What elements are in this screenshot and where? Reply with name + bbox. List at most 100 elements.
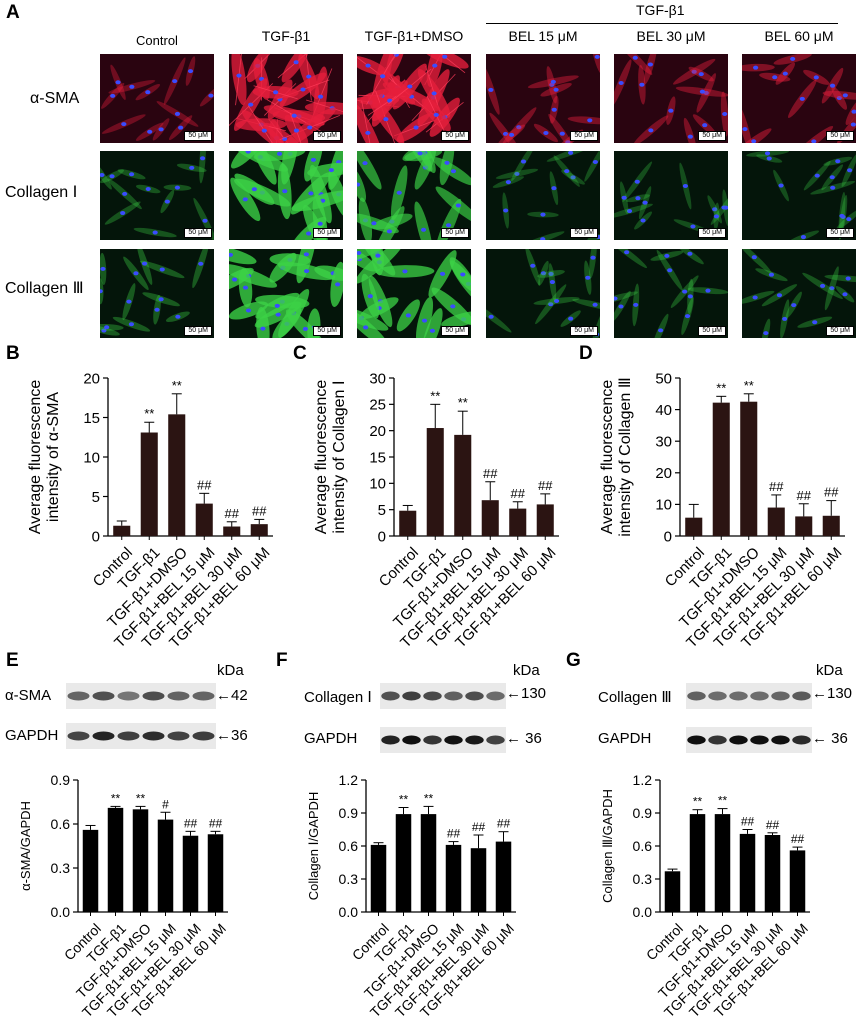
y-axis-label: Average fluorescence	[599, 380, 616, 535]
significance-mark: ##	[797, 488, 812, 503]
significance-mark: **	[136, 791, 146, 805]
bar	[395, 814, 412, 912]
micrograph: 50 μM	[486, 54, 600, 143]
significance-mark: ##	[538, 478, 553, 493]
column-header: TGF-β1	[261, 28, 311, 44]
bar	[223, 526, 241, 536]
panel-letter-g: G	[566, 650, 581, 671]
scale-bar: 50 μM	[570, 228, 598, 238]
y-tick-label: 0	[378, 528, 386, 545]
y-tick-label: 0	[92, 528, 100, 545]
micrograph: 50 μM	[357, 249, 471, 338]
micrograph: 50 μM	[229, 249, 343, 338]
chart-d: 0 10 20 30 40 50 Average fluorescence intensity…	[599, 370, 845, 650]
bar	[495, 841, 512, 912]
y-tick-label: 30	[655, 433, 672, 450]
y-axis-label: Collagen Ⅰ/GAPDH	[306, 792, 321, 901]
significance-mark: **	[718, 794, 728, 808]
scale-bar: 50 μM	[826, 131, 854, 141]
y-axis-label: Average fluorescence	[27, 380, 44, 535]
bar	[789, 850, 806, 912]
blot-e-target-label: α-SMA	[5, 687, 52, 704]
blot-f-target-label: Collagen Ⅰ	[304, 689, 372, 706]
blot-e-target-kda: ←42	[216, 687, 248, 704]
blot-e-loading-strip	[66, 723, 216, 749]
significance-mark: ##	[184, 816, 198, 830]
significance-mark: **	[172, 378, 182, 393]
chart-b: 0 5 10 15 20 Average fluorescence intensity of…	[27, 370, 273, 650]
y-axis-label: Average fluorescence	[313, 380, 330, 535]
significance-mark: **	[424, 791, 434, 805]
column-header: Control	[136, 33, 178, 48]
y-tick-label: 10	[83, 449, 100, 466]
y-tick-label: 0.0	[51, 904, 71, 920]
y-tick-label: 50	[655, 370, 672, 387]
micrograph: 50 μM	[357, 54, 471, 143]
significance-mark: **	[744, 378, 754, 393]
panel-letter-d: D	[579, 343, 593, 364]
y-tick-label: 0.6	[51, 816, 71, 832]
scale-bar: 50 μM	[184, 131, 212, 141]
y-tick-label: 20	[655, 465, 672, 482]
bar	[767, 507, 785, 536]
y-tick-label: 1.2	[339, 772, 359, 788]
y-tick-label: 0.0	[633, 904, 653, 920]
y-tick-label: 20	[83, 370, 100, 387]
significance-mark: **	[716, 380, 726, 395]
micrograph: 50 μM	[100, 151, 214, 240]
blot-e-target-strip	[66, 683, 216, 709]
column-header: BEL 15 μM	[508, 28, 578, 44]
kda-label-f: kDa	[513, 662, 540, 679]
significance-mark: ##	[483, 466, 498, 481]
y-tick-label: 0	[664, 528, 672, 545]
bar	[420, 814, 437, 912]
blot-g-target-kda: ←130	[812, 685, 853, 702]
y-tick-label: 40	[655, 402, 672, 419]
micrograph: 50 μM	[357, 151, 471, 240]
significance-mark: ##	[497, 817, 511, 831]
significance-mark: **	[111, 791, 121, 805]
bar	[399, 510, 417, 536]
blot-g-loading-kda: ← 36	[812, 730, 848, 747]
significance-mark: ##	[472, 820, 486, 834]
scale-bar: 50 μM	[698, 326, 726, 336]
bar	[182, 835, 199, 912]
scale-bar: 50 μM	[441, 326, 469, 336]
bar	[685, 517, 703, 536]
micrograph: 50 μM	[486, 249, 600, 338]
scale-bar: 50 μM	[826, 326, 854, 336]
significance-mark: ##	[252, 503, 267, 518]
bar	[113, 525, 131, 536]
scale-bar: 50 μM	[570, 131, 598, 141]
bar	[168, 414, 186, 536]
bar	[822, 515, 840, 536]
y-tick-label: 1.2	[633, 772, 653, 788]
blot-g-target-strip	[686, 683, 812, 709]
significance-mark: ##	[766, 818, 780, 832]
bar	[207, 834, 224, 912]
panel-letter-c: C	[293, 343, 307, 364]
column-header: BEL 30 μM	[636, 28, 706, 44]
scale-bar: 50 μM	[570, 326, 598, 336]
micrograph: 50 μM	[229, 151, 343, 240]
significance-mark: **	[458, 395, 468, 410]
bar	[712, 402, 730, 536]
y-tick-label: 25	[369, 397, 386, 414]
bar	[509, 508, 527, 536]
micrograph: 50 μM	[614, 54, 728, 143]
bar	[107, 807, 124, 912]
y-axis-label: α-SMA/GAPDH	[18, 801, 33, 891]
y-tick-label: 10	[369, 476, 386, 493]
y-tick-label: 0.3	[51, 860, 71, 876]
panel-letter-a: A	[6, 2, 20, 23]
significance-mark: **	[399, 793, 409, 807]
scale-bar: 50 μM	[441, 228, 469, 238]
y-tick-label: 5	[92, 489, 100, 506]
bar	[481, 500, 499, 536]
blot-f-loading-label: GAPDH	[304, 730, 358, 747]
y-tick-label: 0.9	[633, 805, 653, 821]
significance-mark: ##	[209, 816, 223, 830]
micrograph: 50 μM	[742, 54, 856, 143]
bar	[739, 833, 756, 912]
